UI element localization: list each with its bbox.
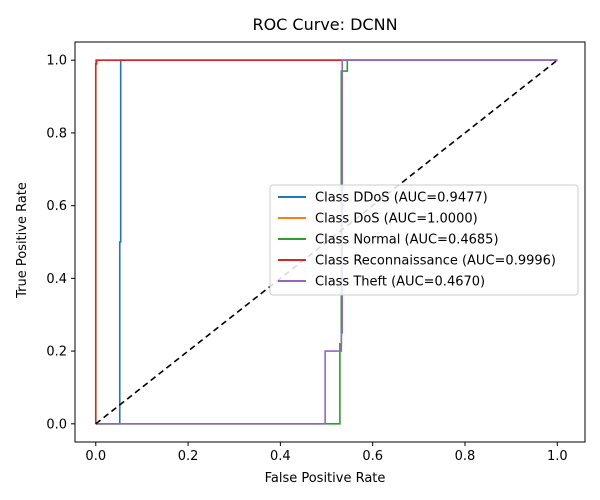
y-axis-label: True Positive Rate	[15, 182, 30, 299]
legend-label-ddos: Class DDoS (AUC=0.9477)	[315, 191, 488, 206]
x-tick-label: 0.8	[455, 449, 476, 464]
x-tick-label: 0.0	[85, 449, 106, 464]
y-tick-label: 0.0	[46, 417, 67, 432]
series-layer	[94, 59, 558, 425]
legend-label-reconnaissance: Class Reconnaissance (AUC=0.9996)	[315, 254, 556, 269]
legend-label-theft: Class Theft (AUC=0.4670)	[315, 275, 485, 290]
x-tick-label: 1.0	[547, 449, 568, 464]
x-tick-label: 0.6	[362, 449, 383, 464]
plot-frame	[74, 41, 586, 443]
series-line-normal	[95, 59, 558, 425]
legend-label-normal: Class Normal (AUC=0.4685)	[315, 233, 499, 248]
legend: Class DDoS (AUC=0.9477) Class DoS (AUC=1.…	[269, 184, 579, 296]
x-tick-label: 0.4	[270, 449, 291, 464]
y-tick-label: 0.2	[46, 345, 67, 360]
legend-box	[269, 184, 579, 296]
y-tick-label: 0.8	[46, 126, 67, 141]
x-tick-label: 0.2	[178, 449, 199, 464]
series-line-reconnaissance	[94, 59, 558, 424]
chart-title: ROC Curve: DCNN	[252, 15, 397, 34]
y-axis-ticks: 0.0 0.2 0.4 0.6 0.8 1.0	[46, 54, 75, 432]
series-line-theft	[95, 59, 558, 425]
x-axis-label: False Positive Rate	[265, 471, 386, 486]
legend-label-dos: Class DoS (AUC=1.0000)	[315, 212, 478, 227]
y-tick-label: 1.0	[46, 54, 67, 69]
x-axis-ticks: 0.0 0.2 0.4 0.6 0.8 1.0	[85, 442, 568, 464]
y-tick-label: 0.6	[46, 199, 67, 214]
y-tick-label: 0.4	[46, 272, 67, 287]
